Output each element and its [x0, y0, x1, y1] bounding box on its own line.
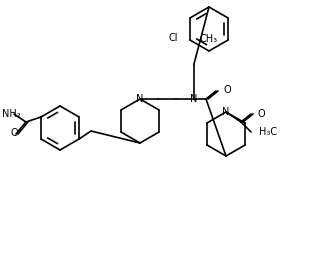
Text: N: N — [136, 94, 144, 104]
Text: NH₂: NH₂ — [2, 109, 20, 119]
Text: N: N — [190, 94, 198, 104]
Text: CH₃: CH₃ — [200, 34, 218, 44]
Text: N: N — [222, 107, 230, 117]
Text: O: O — [223, 85, 231, 95]
Text: O: O — [11, 128, 18, 138]
Text: O: O — [258, 109, 266, 119]
Text: H₃C: H₃C — [259, 127, 277, 137]
Text: Cl: Cl — [168, 33, 178, 43]
